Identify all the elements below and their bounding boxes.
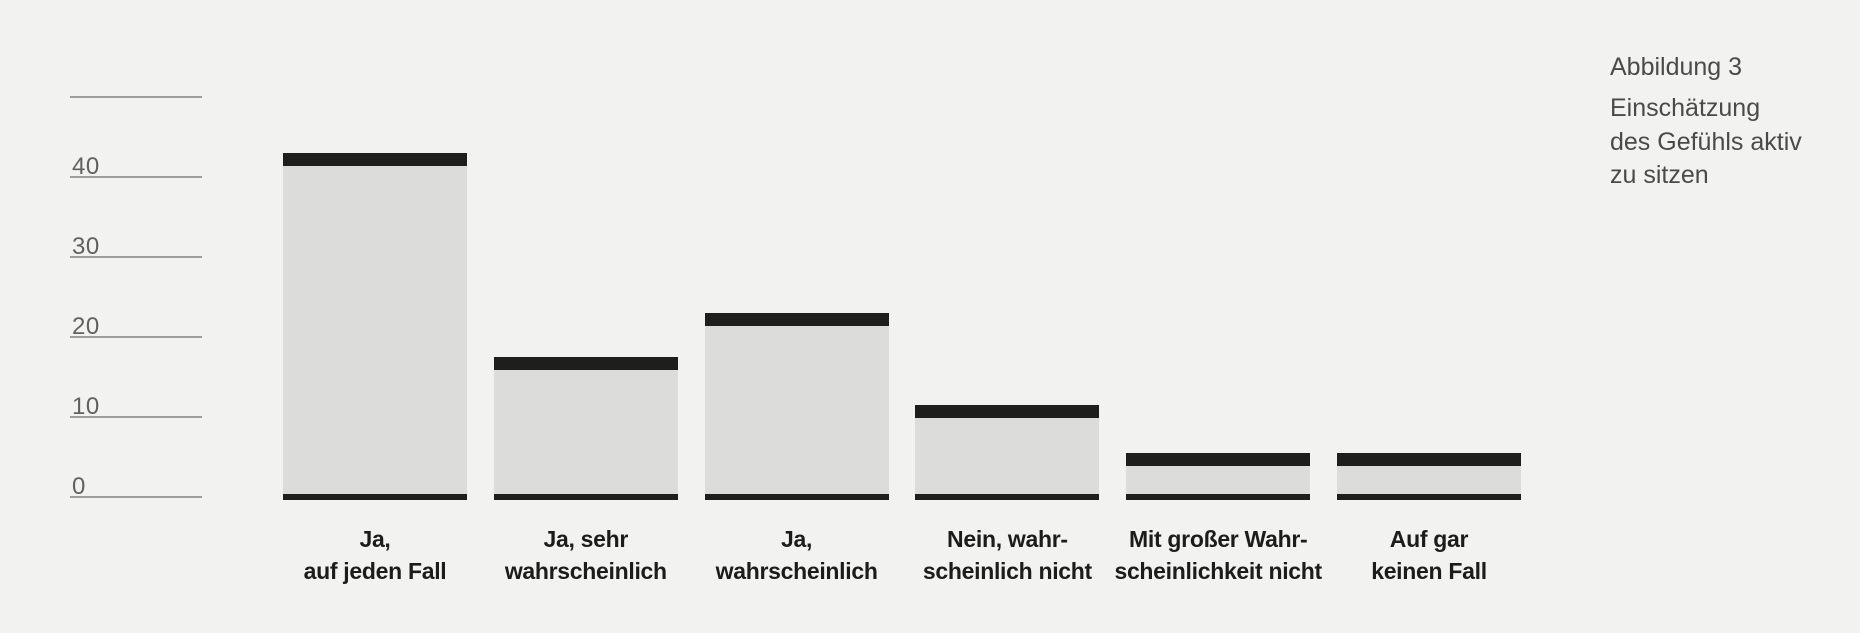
y-tick-label: 10 [72, 393, 100, 420]
bar-baseline [704, 494, 889, 500]
caption-line-1: Einschätzung [1610, 94, 1761, 122]
bar-fill [283, 166, 467, 494]
category-label: Ja, auf jeden Fall [215, 523, 535, 587]
bar-baseline [283, 494, 467, 500]
category-label-line: wahrscheinlich [504, 558, 667, 584]
y-tick-label: 20 [72, 313, 100, 340]
bar [704, 313, 889, 500]
category-label-line: Ja, [781, 526, 813, 552]
bar [283, 153, 467, 500]
bar-value-cap [1126, 453, 1311, 466]
category-label: Ja, sehr wahrscheinlich [426, 523, 746, 587]
category-label-line: scheinlich nicht [922, 558, 1092, 584]
category-label: Nein, wahr-scheinlich nicht [847, 523, 1167, 587]
category-label-line: Ja, [359, 526, 391, 552]
bar-value-cap [704, 313, 889, 326]
category-label-line: Ja, sehr [543, 526, 629, 552]
bar-value-cap [915, 405, 1100, 418]
category-label: Mit großer Wahr-scheinlichkeit nicht [1058, 523, 1378, 587]
figure-label: Abbildung 3 [1610, 53, 1743, 81]
category-label-line: Nein, wahr- [947, 526, 1068, 552]
caption-line-2: des Gefühls aktiv [1610, 127, 1802, 156]
bar-baseline [1337, 494, 1521, 500]
bar-fill [704, 326, 889, 494]
y-tick-label: 40 [72, 153, 100, 180]
bar-value-cap [1337, 453, 1521, 466]
category-label-line: wahrscheinlich [715, 558, 878, 584]
bar-baseline [915, 494, 1100, 500]
category-label: Auf gar keinen Fall [1269, 523, 1589, 587]
bar [1337, 453, 1521, 500]
y-tick-line [70, 336, 202, 338]
y-tick-line [70, 496, 202, 498]
bar [493, 357, 678, 500]
bar-value-cap [493, 357, 678, 370]
category-label-line: Mit großer Wahr- [1129, 526, 1308, 552]
figure-caption: Abbildung 3 Einschätzung des Gefühls akt… [1610, 50, 1850, 193]
bar-fill [1126, 466, 1311, 494]
bar-value-cap [283, 153, 467, 166]
y-tick-line [70, 256, 202, 258]
bar-fill [915, 418, 1100, 494]
bar-fill [1337, 466, 1521, 494]
bar-baseline [493, 494, 678, 500]
category-label: Ja, wahrscheinlich [637, 523, 957, 587]
y-tick-line [70, 176, 202, 178]
bar-baseline [1126, 494, 1311, 500]
category-label-line: keinen Fall [1371, 558, 1487, 584]
y-tick-line [70, 416, 202, 418]
bar [915, 405, 1100, 500]
category-label-line: Auf gar [1389, 526, 1469, 552]
y-tick-label: 30 [72, 233, 100, 260]
bar [1126, 453, 1311, 500]
caption-line-3: zu sitzen [1610, 161, 1709, 189]
y-tick-label: 0 [72, 473, 86, 500]
category-label-line: auf jeden Fall [303, 558, 447, 584]
y-tick-line [70, 96, 202, 98]
category-label-line: scheinlichkeit nicht [1114, 558, 1322, 584]
bar-fill [493, 370, 678, 494]
